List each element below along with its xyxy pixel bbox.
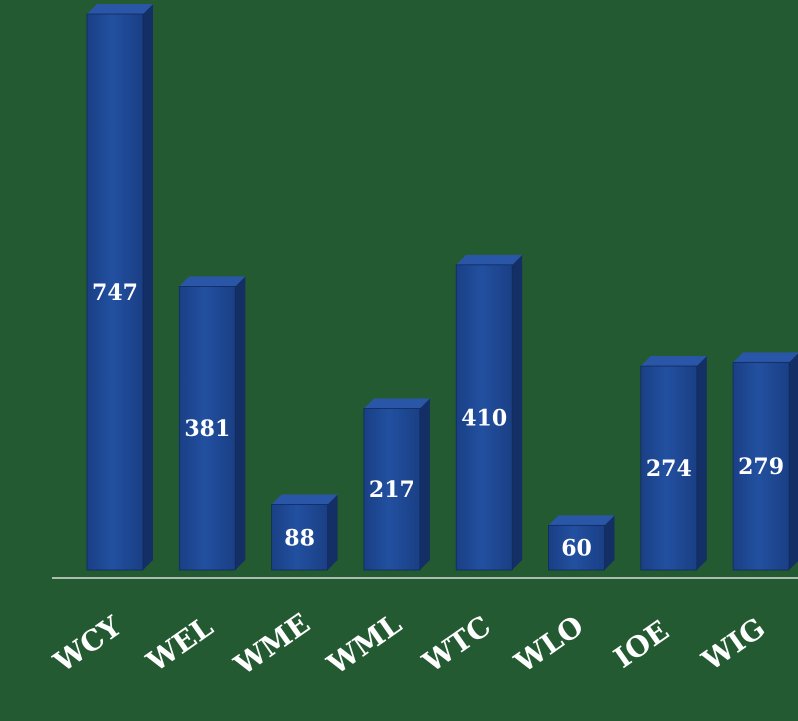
data-label: 381 [184, 416, 230, 442]
bar-side [143, 4, 153, 570]
category-label: WLO [508, 609, 590, 680]
bar-side [604, 515, 615, 570]
bar-side [789, 353, 798, 570]
bar-top [640, 356, 707, 367]
bars-group: 747 381 88 217 410 60 274 279 [86, 4, 798, 571]
bar-side [327, 494, 338, 570]
bar-wig: 279 [732, 352, 798, 571]
category-labels-group: WCY WEL WME WML WTC WLO IOE WIG [47, 607, 771, 683]
category-label: WIG [695, 611, 771, 678]
bar-wlo: 60 [548, 515, 615, 571]
data-label: 747 [92, 280, 138, 306]
bar-front [271, 504, 329, 571]
bar-front [732, 361, 790, 571]
bar-top [271, 494, 338, 505]
data-label: 60 [561, 536, 592, 562]
bar-front [455, 264, 513, 571]
bar-wme: 88 [271, 494, 338, 571]
data-label: 410 [461, 405, 507, 431]
category-label: WML [321, 607, 408, 682]
bar-wel: 381 [178, 276, 246, 571]
category-label: WME [228, 607, 316, 683]
bar-wcy: 747 [86, 4, 153, 571]
category-label: WTC [416, 609, 497, 679]
bar-front [640, 365, 698, 571]
data-label: 279 [738, 454, 784, 480]
category-label: IOE [608, 614, 675, 675]
bar-side [235, 276, 246, 570]
bar-top [87, 4, 153, 14]
bar-top [363, 398, 430, 409]
data-label: 274 [646, 456, 692, 482]
bar-front [548, 524, 605, 571]
category-label: WEL [140, 610, 219, 679]
bar-ioe: 274 [640, 356, 707, 571]
category-label: WCY [47, 609, 128, 679]
bar-side [512, 254, 523, 571]
bar-front [178, 286, 236, 571]
bar-top [548, 515, 615, 526]
data-label: 217 [369, 477, 415, 503]
bar-top [179, 276, 246, 287]
bar-front [363, 408, 421, 571]
bar-wml: 217 [363, 398, 430, 571]
bar-wtc: 410 [455, 254, 523, 571]
bar-top [733, 352, 798, 363]
bar-side [696, 356, 707, 570]
bar-top [456, 254, 523, 265]
bar-side [419, 398, 430, 570]
bar-front [86, 13, 144, 571]
data-label: 88 [284, 525, 315, 551]
